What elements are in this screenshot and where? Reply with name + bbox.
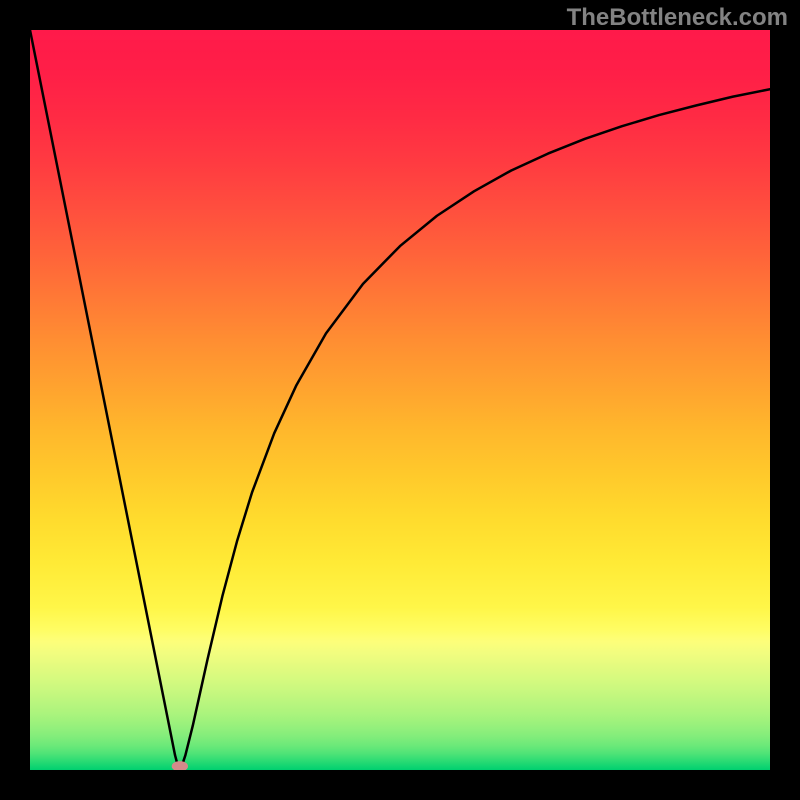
plot-area <box>30 30 770 770</box>
chart-container: TheBottleneck.com <box>0 0 800 800</box>
gradient-background <box>30 30 770 770</box>
chart-svg <box>30 30 770 770</box>
watermark-text: TheBottleneck.com <box>567 4 788 32</box>
